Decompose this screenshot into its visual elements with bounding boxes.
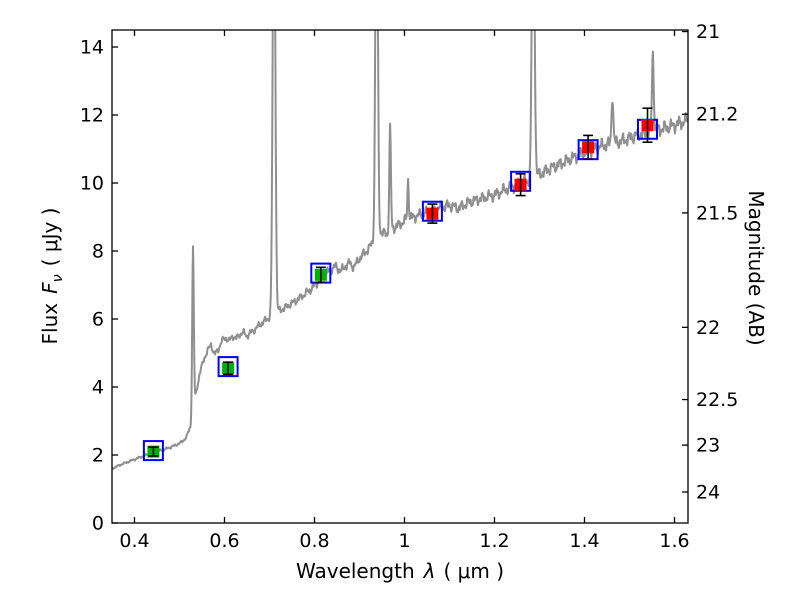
x-axis-lambda-symbol: λ	[423, 559, 436, 583]
x-tick-label: 1	[398, 530, 410, 552]
y-right-tick-label: 22.5	[696, 389, 738, 411]
y-left-tick-label: 12	[80, 105, 104, 127]
x-axis-unit: ( μm )	[443, 559, 505, 583]
x-tick-label: 0.6	[209, 530, 239, 552]
x-axis-ticks: 0.4 0.6 0.8 1 1.2 1.4 1.6	[119, 30, 690, 552]
y-left-tick-label: 2	[92, 445, 104, 467]
y-axis-left-label: Flux Fν ( μJy )	[38, 208, 66, 345]
y-axis-left-ticks: 0 2 4 6 8 10 12 14	[80, 37, 118, 535]
y-left-tick-label: 14	[80, 37, 104, 59]
plot-frame	[111, 29, 689, 524]
model-photometry-squares	[142, 118, 658, 462]
x-tick-label: 0.8	[299, 530, 329, 552]
y-left-tick-label: 0	[92, 513, 104, 535]
y-right-tick-label: 23	[696, 435, 720, 457]
y-left-tick-label: 4	[92, 377, 104, 399]
flux-symbol: F	[38, 282, 62, 294]
y-right-tick-label: 21.2	[696, 104, 738, 126]
y-right-tick-label: 21.5	[696, 202, 738, 224]
y-left-tick-label: 8	[92, 241, 104, 263]
x-tick-label: 1.2	[479, 530, 509, 552]
x-axis-label: Wavelength λ ( μm )	[296, 559, 504, 583]
x-tick-label: 1.4	[569, 530, 599, 552]
y-right-tick-label: 22	[696, 317, 720, 339]
x-tick-label: 0.4	[119, 530, 149, 552]
flux-label-text: Flux	[38, 302, 62, 345]
y-axis-right-ticks: 21 21.2 21.5 22 22.5 23 24	[682, 21, 738, 503]
flux-unit: ( μJy )	[38, 207, 62, 267]
y-axis-right-label: Magnitude (AB)	[744, 190, 768, 346]
flux-subscript-nu: ν	[50, 274, 66, 283]
y-left-tick-label: 6	[92, 309, 104, 331]
y-right-tick-label: 24	[696, 481, 720, 503]
photometry-errorbars	[148, 107, 653, 457]
y-right-tick-label: 21	[696, 21, 720, 43]
spectrum-curve	[112, 30, 688, 470]
x-tick-label: 1.6	[659, 530, 689, 552]
observed-photometry-points	[147, 119, 654, 458]
y-left-tick-label: 10	[80, 173, 104, 195]
x-axis-label-text: Wavelength	[295, 559, 415, 583]
